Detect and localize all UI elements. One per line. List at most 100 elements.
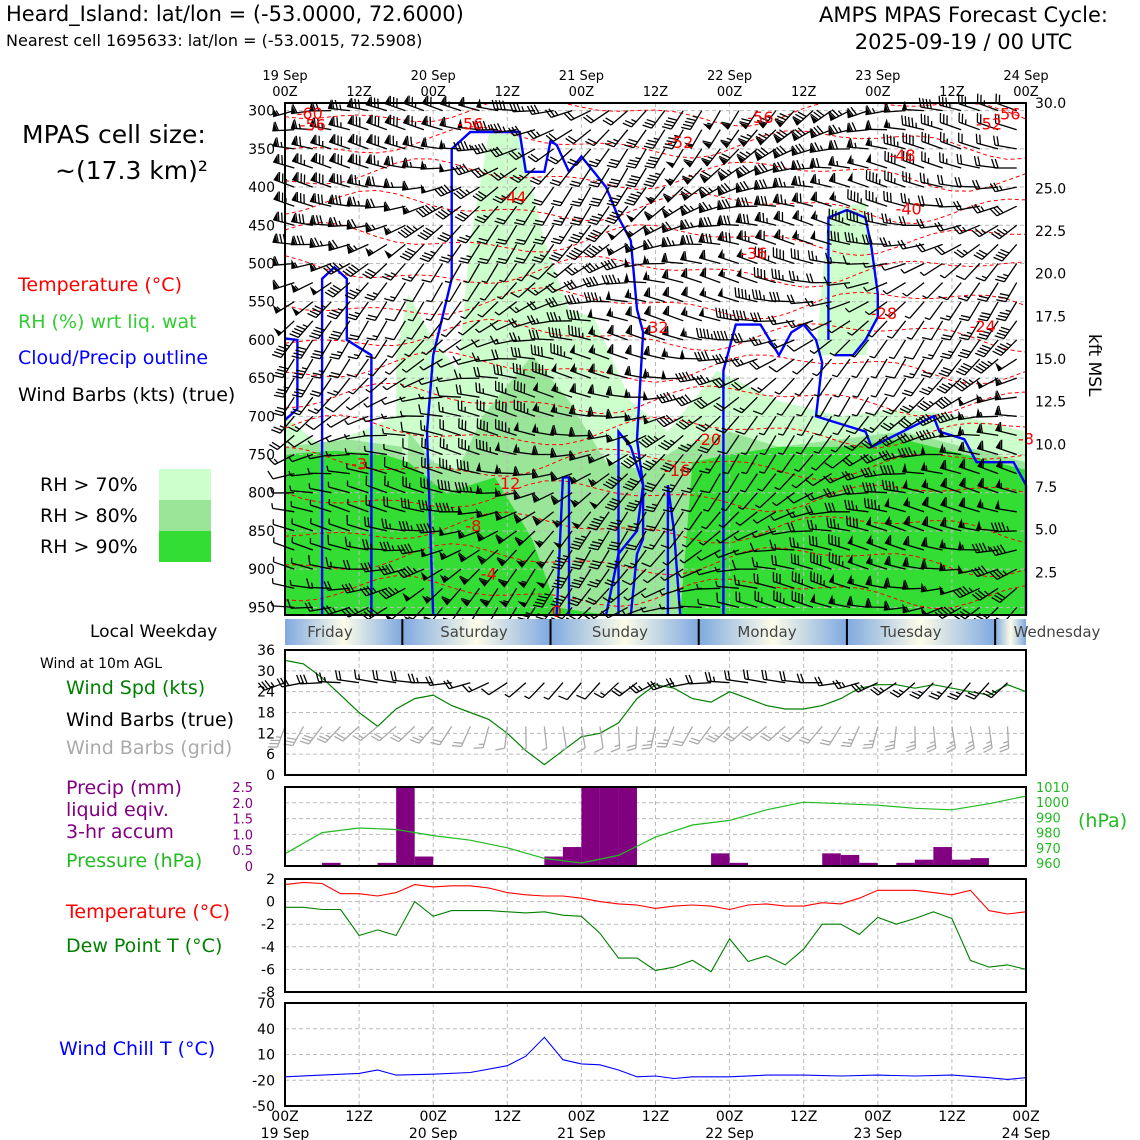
xsec-wind-barb	[971, 224, 999, 238]
xsec-wind-barb	[957, 282, 981, 302]
xsec-wind-barb	[920, 461, 943, 475]
xsec-wind-barb	[404, 339, 425, 357]
xsec-wind-barb	[605, 243, 629, 256]
pressure-unit-label: (hPa)	[1078, 810, 1128, 832]
xsec-wind-barb	[545, 129, 573, 142]
xsec-wind-barb	[809, 339, 832, 354]
isotherm-label: -60	[297, 104, 323, 123]
xsec-wind-barb	[642, 110, 666, 129]
xsec-wind-barb	[513, 399, 536, 417]
xsec-wind-barb	[921, 478, 943, 494]
xsec-wind-barb	[681, 492, 703, 513]
sfc-wind-barb-true	[870, 682, 897, 696]
xsec-wind-barb	[624, 288, 647, 303]
xsec-wind-barb	[458, 568, 480, 586]
xsec-wind-barb	[273, 358, 295, 379]
xsec-wind-barb	[957, 410, 980, 421]
bottom-hour-label: 12Z	[790, 1109, 817, 1125]
xsec-wind-barb	[328, 358, 351, 379]
xsec-wind-barb	[897, 447, 925, 458]
xsec-wind-barb	[420, 183, 443, 194]
sfc-wind-barb-true	[315, 672, 341, 684]
xsec-wind-barb	[754, 147, 777, 162]
xsec-wind-barb	[643, 324, 666, 341]
xsec-wind-barb	[328, 499, 351, 513]
xsec-wind-barb	[696, 583, 721, 590]
top-date-label: 24 Sep	[1003, 69, 1048, 84]
xsec-wind-barb	[420, 137, 443, 150]
xsec-wind-barb	[550, 492, 573, 506]
xsec-wind-barb	[662, 286, 684, 303]
xsec-wind-barb	[860, 453, 888, 464]
xsec-wind-barb	[606, 364, 628, 379]
xsec-wind-barb	[815, 396, 833, 417]
xsec-wind-barb	[660, 530, 684, 549]
xsec-wind-barb	[383, 224, 406, 236]
xsec-wind-barb	[939, 517, 962, 532]
top-hour-label: 12Z	[495, 85, 521, 100]
xsec-wind-barb	[791, 192, 814, 207]
xsec-wind-barb	[924, 301, 944, 321]
xsec-wind-barb	[625, 306, 647, 322]
xsec-wind-barb	[378, 586, 406, 600]
xsec-wind-barb	[755, 129, 777, 146]
xsec-wind-barb	[939, 585, 962, 596]
xsec-wind-barb	[870, 377, 888, 398]
precip-bar	[618, 787, 637, 866]
xsec-wind-barb	[712, 353, 740, 365]
xsec-wind-barb	[971, 587, 999, 601]
xsec-wind-barb	[366, 320, 388, 341]
xsec-wind-barb	[974, 339, 999, 358]
xsec-wind-barb	[882, 282, 906, 295]
xsec-wind-barb	[399, 410, 424, 417]
xsec-wind-barb	[661, 236, 684, 248]
xsec-wind-barb	[699, 454, 721, 474]
xsec-wind-barb	[976, 393, 999, 404]
xsec-wind-barb	[754, 590, 777, 609]
xsec-wind-barb	[565, 129, 592, 145]
forecast-cycle-date: 2025-09-19 / 00 UTC	[854, 30, 1073, 54]
xsec-wind-barb	[309, 282, 332, 296]
xsec-wind-barb	[291, 259, 313, 270]
top-date-label: 19 Sep	[262, 69, 307, 84]
xsec-wind-barb	[310, 172, 332, 188]
bottom-hour-label: 00Z	[271, 1109, 298, 1125]
xsec-wind-barb	[308, 483, 332, 494]
weekday-label: Sunday	[592, 623, 648, 641]
xsec-wind-barb	[989, 205, 1017, 217]
xsec-wind-barb	[309, 214, 332, 226]
xsec-wind-barb	[272, 137, 295, 150]
xsec-wind-barb	[437, 224, 462, 243]
sfc-wind-barb-grid	[334, 725, 360, 742]
pressure-tick-label: 450	[248, 218, 275, 234]
bottom-date-label: 23 Sep	[853, 1126, 902, 1140]
xsec-wind-barb	[939, 561, 962, 572]
weekday-band	[698, 619, 847, 645]
precip-bar	[544, 856, 563, 866]
xsec-wind-barb	[867, 320, 888, 338]
xsec-wind-barb	[884, 555, 906, 570]
xsec-wind-barb	[585, 587, 610, 605]
kft-tick-label: 22.5	[1035, 224, 1066, 240]
xsec-wind-barb	[846, 106, 869, 119]
sfc-wind-barb-grid	[299, 726, 323, 745]
xsec-wind-barb	[680, 219, 702, 231]
xsec-wind-barb	[346, 196, 369, 207]
sfc-wind-barb-grid	[267, 726, 286, 748]
xsec-wind-barb	[327, 194, 350, 207]
xsec-wind-barb	[494, 463, 517, 475]
xsec-wind-barb	[810, 210, 832, 226]
xsec-wind-barb	[642, 254, 665, 265]
xsec-wind-barb	[568, 426, 591, 437]
xsec-wind-barb	[497, 568, 518, 588]
bottom-hour-label: 12Z	[938, 1109, 965, 1125]
xsec-wind-barb	[934, 221, 962, 232]
xsec-wind-barb	[805, 273, 832, 284]
xsec-wind-barb	[679, 549, 703, 564]
top-hour-label: 00Z	[272, 85, 298, 100]
xsec-wind-barb	[883, 133, 906, 150]
xsec-wind-barb	[958, 301, 981, 322]
xsec-wind-barb	[624, 411, 647, 422]
xsec-wind-barb	[957, 425, 980, 437]
xsec-wind-barb	[791, 127, 814, 142]
